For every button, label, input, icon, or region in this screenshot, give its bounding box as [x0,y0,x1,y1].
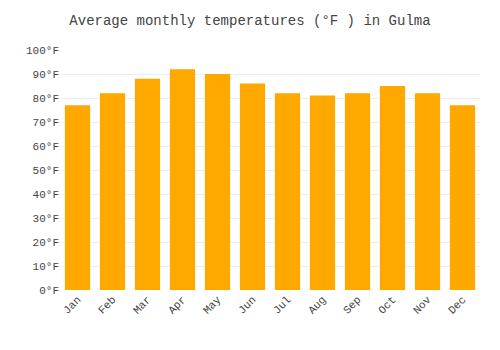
svg-text:May: May [201,294,224,317]
svg-text:20°F: 20°F [33,237,59,249]
svg-text:0°F: 0°F [39,285,59,297]
svg-text:70°F: 70°F [33,117,59,129]
svg-text:40°F: 40°F [33,189,59,201]
svg-text:Apr: Apr [166,294,188,316]
svg-text:Jul: Jul [271,294,293,316]
svg-text:Mar: Mar [131,294,153,316]
svg-text:Jan: Jan [61,294,83,316]
svg-text:30°F: 30°F [33,213,59,225]
svg-text:Dec: Dec [446,294,468,316]
svg-text:Oct: Oct [376,294,398,316]
svg-text:10°F: 10°F [33,261,59,273]
svg-text:Aug: Aug [306,294,328,316]
svg-text:Jun: Jun [236,294,258,316]
svg-text:80°F: 80°F [33,93,59,105]
svg-text:100°F: 100°F [26,45,59,57]
svg-text:Sep: Sep [341,294,363,316]
svg-text:Feb: Feb [96,294,118,316]
svg-text:90°F: 90°F [33,69,59,81]
svg-text:Average monthly temperatures (: Average monthly temperatures (°F ) in Gu… [69,13,430,29]
svg-text:60°F: 60°F [33,141,59,153]
svg-text:50°F: 50°F [33,165,59,177]
svg-text:Nov: Nov [411,294,434,317]
